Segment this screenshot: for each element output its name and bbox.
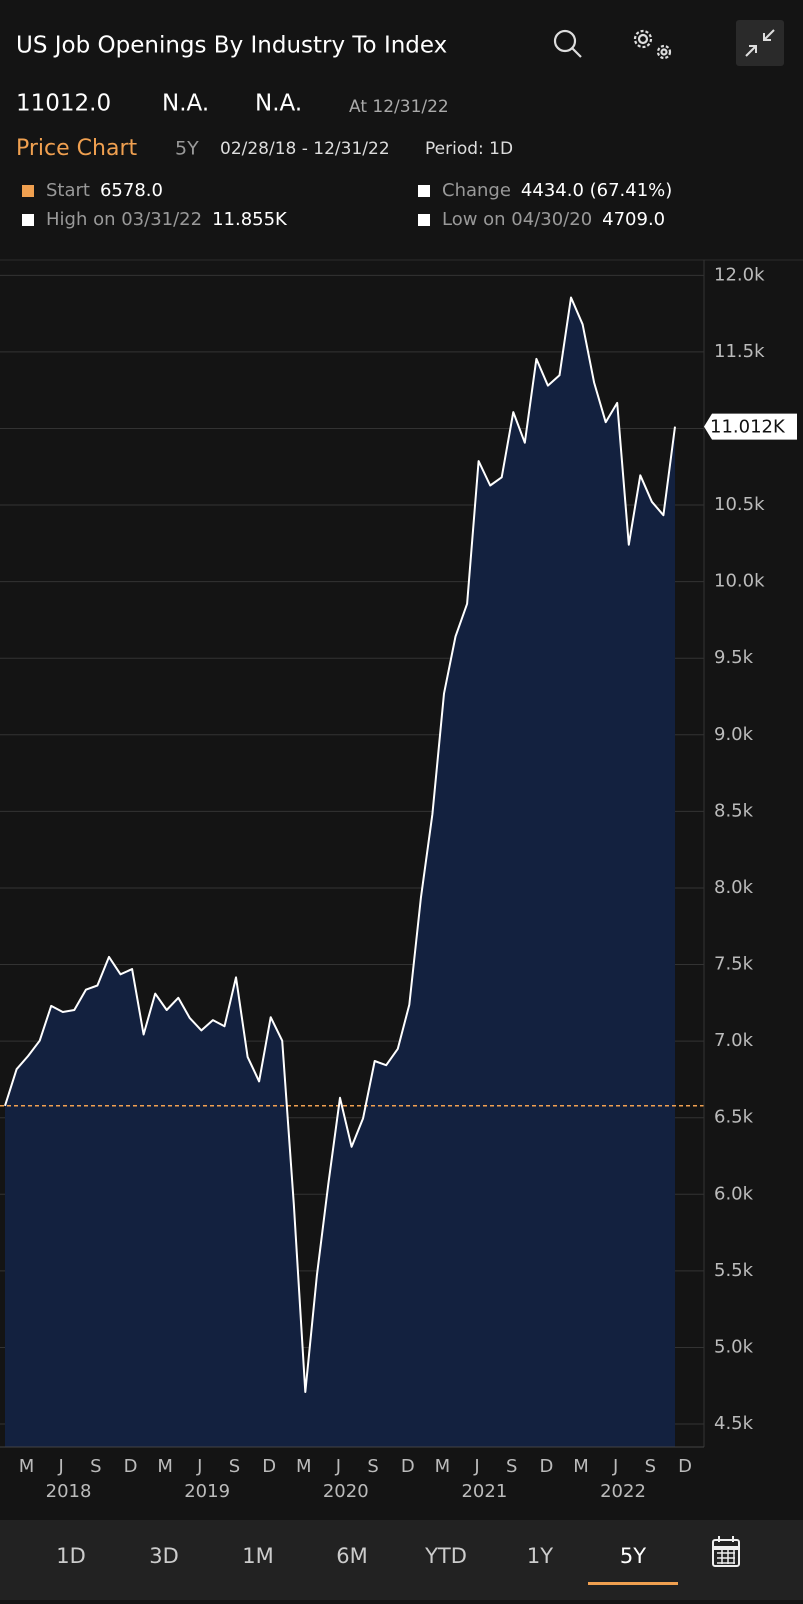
y-tick-label: 10.0k <box>714 571 765 592</box>
stat-value: 6578.0 <box>100 180 163 201</box>
x-tick-label: M <box>296 1456 312 1477</box>
y-tick-label: 6.0k <box>714 1183 754 1204</box>
stat-label: High on 03/31/22 <box>46 209 202 230</box>
x-tick-label: M <box>573 1456 589 1477</box>
stat-value: 4434.0 (67.41%) <box>521 180 672 201</box>
as-of-date: At 12/31/22 <box>349 97 449 117</box>
year-label: 2019 <box>184 1481 230 1502</box>
year-label: 2020 <box>323 1481 369 1502</box>
y-tick-label: 7.5k <box>714 954 754 975</box>
tab[interactable]: 3D <box>149 1544 179 1568</box>
legend-swatch <box>22 185 34 197</box>
y-tick-label: 8.0k <box>714 877 754 898</box>
pct-change: N.A. <box>255 91 302 117</box>
x-tick-label: M <box>435 1456 451 1477</box>
y-tick-label: 11.5k <box>714 341 765 362</box>
line <box>4 296 676 1393</box>
y-tick-label: 5.5k <box>714 1260 754 1281</box>
tab[interactable]: 5Y <box>620 1544 646 1568</box>
date-range: 02/28/18 - 12/31/22 <box>220 139 390 159</box>
stat-label: Low on 04/30/20 <box>442 209 592 230</box>
x-tick-label: S <box>645 1456 656 1477</box>
chart-label: Price Chart <box>16 136 137 161</box>
x-tick-label: S <box>229 1456 240 1477</box>
year-label: 2021 <box>461 1481 507 1502</box>
x-tick-label: J <box>335 1456 341 1477</box>
y-tick-label: 7.0k <box>714 1030 754 1051</box>
tab[interactable]: YTD <box>424 1544 467 1568</box>
net-change: N.A. <box>162 91 209 117</box>
stat-label: Start <box>46 180 90 201</box>
last-value-tag <box>704 413 797 440</box>
last-value-label: 11.012K <box>710 417 786 438</box>
y-tick-label: 4.5k <box>714 1413 754 1434</box>
collapse-button[interactable] <box>736 20 784 66</box>
year-label: 2018 <box>46 1481 92 1502</box>
search-icon[interactable] <box>553 29 582 58</box>
x-tick-label: S <box>506 1456 517 1477</box>
y-tick-label: 10.5k <box>714 494 765 515</box>
legend-swatch <box>22 214 34 226</box>
y-tick-label: 9.0k <box>714 724 754 745</box>
legend-swatch <box>418 214 430 226</box>
tab[interactable]: 1M <box>242 1544 273 1568</box>
y-tick-label: 9.5k <box>714 647 754 668</box>
x-tick-label: J <box>196 1456 202 1477</box>
legend-swatch <box>418 185 430 197</box>
x-tick-label: D <box>262 1456 276 1477</box>
x-tick-label: S <box>367 1456 378 1477</box>
y-tick-label: 5.0k <box>714 1336 754 1357</box>
tab[interactable]: 1D <box>56 1544 86 1568</box>
stat-value: 4709.0 <box>602 209 665 230</box>
x-tick-label: D <box>124 1456 138 1477</box>
x-tick-label: D <box>678 1456 692 1477</box>
calendar-icon[interactable] <box>712 1536 740 1567</box>
tab-underline <box>588 1582 678 1585</box>
settings-icon[interactable] <box>633 29 672 60</box>
stat-value: 11.855K <box>212 209 288 230</box>
tab[interactable]: 6M <box>336 1544 367 1568</box>
range: 5Y <box>175 138 199 160</box>
x-tick-label: D <box>401 1456 415 1477</box>
x-tick-label: M <box>19 1456 35 1477</box>
year-label: 2022 <box>600 1481 646 1502</box>
y-tick-label: 6.5k <box>714 1107 754 1128</box>
title: US Job Openings By Industry To Index <box>16 33 447 59</box>
y-tick-label: 8.5k <box>714 800 754 821</box>
x-tick-label: J <box>473 1456 479 1477</box>
area <box>5 297 675 1447</box>
period: Period: 1D <box>425 139 513 159</box>
x-tick-label: D <box>539 1456 553 1477</box>
x-tick-label: S <box>90 1456 101 1477</box>
y-tick-label: 12.0k <box>714 264 765 285</box>
tab-bar <box>0 1520 803 1600</box>
stat-label: Change <box>442 180 511 201</box>
last-value: 11012.0 <box>16 91 111 117</box>
x-tick-label: M <box>157 1456 173 1477</box>
x-tick-label: J <box>58 1456 64 1477</box>
plot <box>0 274 704 1447</box>
tab[interactable]: 1Y <box>527 1544 553 1568</box>
x-tick-label: J <box>612 1456 618 1477</box>
